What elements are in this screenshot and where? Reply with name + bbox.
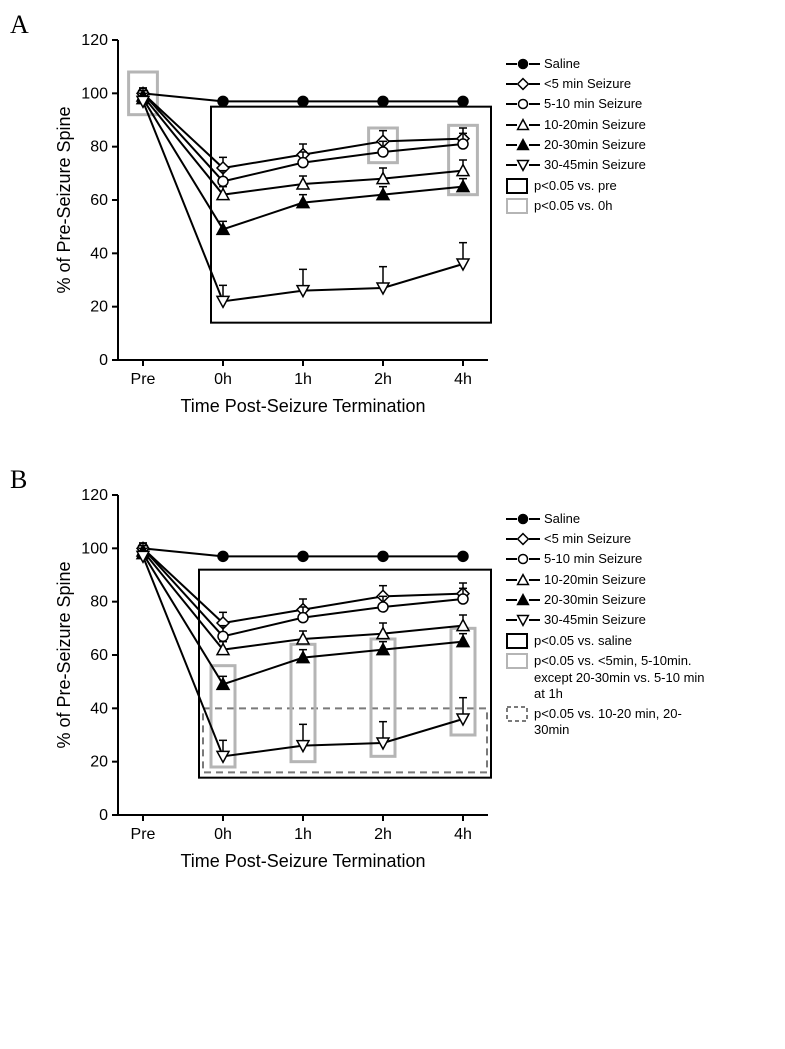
xlabel: Time Post-Seizure Termination bbox=[180, 851, 425, 871]
legend-item: 10-20min Seizure bbox=[506, 116, 706, 134]
marker bbox=[217, 751, 229, 762]
legend-item: 10-20min Seizure bbox=[506, 571, 706, 589]
legend-item: 5-10 min Seizure bbox=[506, 95, 706, 113]
legend-sigbox-text: p<0.05 vs. 10-20 min, 20-30min bbox=[534, 706, 706, 739]
legend-label: 20-30min Seizure bbox=[544, 591, 646, 609]
legend-sigbox-text: p<0.05 vs. saline bbox=[534, 633, 632, 649]
ytick-label: 120 bbox=[81, 487, 108, 504]
legend-label: Saline bbox=[544, 55, 580, 73]
marker bbox=[218, 631, 228, 641]
ytick-label: 20 bbox=[90, 754, 108, 771]
marker bbox=[378, 551, 388, 561]
legend-label: 10-20min Seizure bbox=[544, 571, 646, 589]
legend: Saline <5 min Seizure 5-10 min Seizure 10-2… bbox=[506, 485, 706, 739]
xlabel: Time Post-Seizure Termination bbox=[180, 396, 425, 416]
marker bbox=[298, 613, 308, 623]
legend-sigbox-text: p<0.05 vs. pre bbox=[534, 178, 617, 194]
legend-item: <5 min Seizure bbox=[506, 75, 706, 93]
xtick-label: Pre bbox=[131, 371, 156, 388]
marker bbox=[298, 96, 308, 106]
legend-sigbox: p<0.05 vs. saline bbox=[506, 633, 706, 649]
xtick-label: 4h bbox=[454, 371, 472, 388]
ytick-label: 80 bbox=[90, 139, 108, 156]
legend-item: Saline bbox=[506, 55, 706, 73]
legend-item: 20-30min Seizure bbox=[506, 591, 706, 609]
ytick-label: 60 bbox=[90, 192, 108, 209]
ytick-label: 40 bbox=[90, 245, 108, 262]
marker bbox=[218, 176, 228, 186]
legend-label: 10-20min Seizure bbox=[544, 116, 646, 134]
marker bbox=[298, 551, 308, 561]
legend-label: 5-10 min Seizure bbox=[544, 550, 642, 568]
xtick-label: 2h bbox=[374, 826, 392, 843]
panel-B: B 0 20 40 60 80 100 120 Pre 0h 1h 2h 4h % of Pre-Seiz… bbox=[10, 465, 785, 890]
ytick-label: 120 bbox=[81, 32, 108, 49]
marker bbox=[217, 296, 229, 307]
ytick-label: 40 bbox=[90, 700, 108, 717]
chart-A: 0 20 40 60 80 100 120 Pre 0h 1h 2h 4h % of Pre-Seizu… bbox=[50, 30, 498, 430]
legend-item: 30-45min Seizure bbox=[506, 611, 706, 629]
legend-sigbox-text: p<0.05 vs. <5min, 5-10min. except 20-30m… bbox=[534, 653, 706, 702]
xtick-label: 1h bbox=[294, 371, 312, 388]
legend-sigbox: p<0.05 vs. 0h bbox=[506, 198, 706, 214]
marker bbox=[218, 551, 228, 561]
legend-item: <5 min Seizure bbox=[506, 530, 706, 548]
legend-sigbox: p<0.05 vs. pre bbox=[506, 178, 706, 194]
xtick-label: Pre bbox=[131, 826, 156, 843]
legend-sigbox-text: p<0.05 vs. 0h bbox=[534, 198, 612, 214]
xtick-label: 0h bbox=[214, 371, 232, 388]
ytick-label: 100 bbox=[81, 85, 108, 102]
ytick-label: 0 bbox=[99, 352, 108, 369]
chart-B: 0 20 40 60 80 100 120 Pre 0h 1h 2h 4h % of Pre-Seizu… bbox=[50, 485, 498, 885]
legend-label: 20-30min Seizure bbox=[544, 136, 646, 154]
ytick-label: 0 bbox=[99, 807, 108, 824]
marker bbox=[218, 96, 228, 106]
ytick-label: 60 bbox=[90, 647, 108, 664]
ylabel: % of Pre-Seizure Spine bbox=[54, 106, 74, 293]
legend-label: Saline bbox=[544, 510, 580, 528]
panel-A: A 0 20 40 60 80 100 120 Pre 0h 1h 2h 4h % of Pre-Seiz… bbox=[10, 10, 785, 435]
legend-item: 30-45min Seizure bbox=[506, 156, 706, 174]
sig-box bbox=[203, 708, 487, 772]
panel-label: B bbox=[10, 465, 27, 495]
legend-label: 30-45min Seizure bbox=[544, 611, 646, 629]
marker bbox=[458, 594, 468, 604]
legend-sigbox: p<0.05 vs. 10-20 min, 20-30min bbox=[506, 706, 706, 739]
legend-label: 5-10 min Seizure bbox=[544, 95, 642, 113]
ytick-label: 80 bbox=[90, 594, 108, 611]
legend-sigbox: p<0.05 vs. <5min, 5-10min. except 20-30m… bbox=[506, 653, 706, 702]
marker bbox=[378, 602, 388, 612]
xtick-label: 1h bbox=[294, 826, 312, 843]
marker bbox=[458, 96, 468, 106]
ylabel: % of Pre-Seizure Spine bbox=[54, 561, 74, 748]
marker bbox=[378, 147, 388, 157]
xtick-label: 2h bbox=[374, 371, 392, 388]
legend-item: 20-30min Seizure bbox=[506, 136, 706, 154]
panel-label: A bbox=[10, 10, 29, 40]
legend: Saline <5 min Seizure 5-10 min Seizure 10-2… bbox=[506, 30, 706, 215]
marker bbox=[378, 96, 388, 106]
legend-item: Saline bbox=[506, 510, 706, 528]
legend-item: 5-10 min Seizure bbox=[506, 550, 706, 568]
marker bbox=[298, 158, 308, 168]
ytick-label: 100 bbox=[81, 540, 108, 557]
marker bbox=[458, 551, 468, 561]
marker bbox=[458, 139, 468, 149]
xtick-label: 4h bbox=[454, 826, 472, 843]
ytick-label: 20 bbox=[90, 299, 108, 316]
xtick-label: 0h bbox=[214, 826, 232, 843]
legend-label: <5 min Seizure bbox=[544, 530, 631, 548]
legend-label: <5 min Seizure bbox=[544, 75, 631, 93]
legend-label: 30-45min Seizure bbox=[544, 156, 646, 174]
